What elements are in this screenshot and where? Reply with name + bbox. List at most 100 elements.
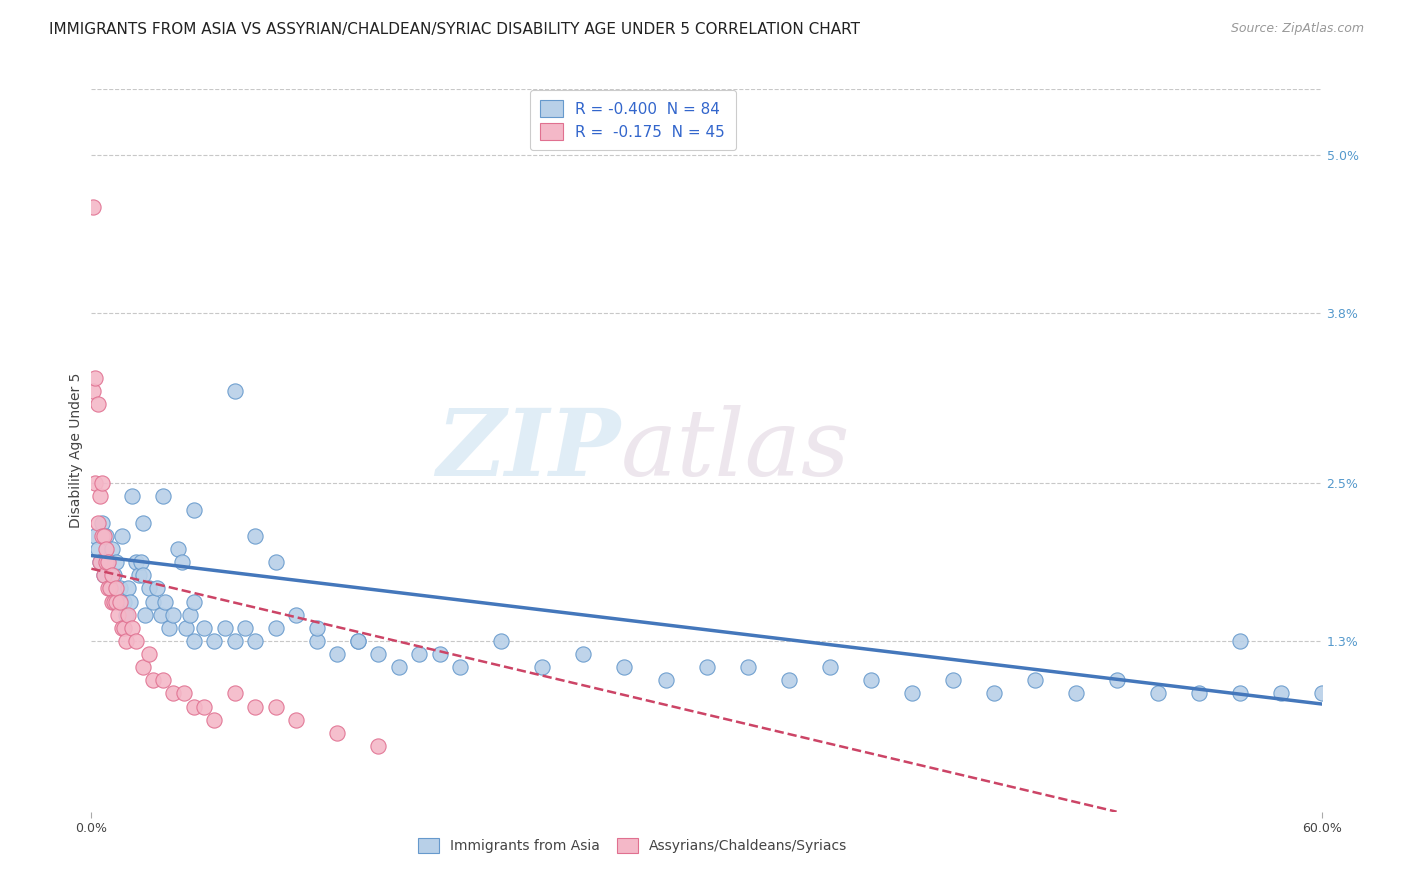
Point [121, 621, 143, 635]
Point [108, 582, 131, 596]
Point [737, 660, 759, 674]
Point [326, 726, 349, 740]
Point [131, 568, 153, 582]
Point [125, 634, 148, 648]
Point [224, 634, 246, 648]
Point [285, 607, 308, 622]
Point [1270, 686, 1292, 700]
Point [152, 490, 174, 504]
Point [179, 607, 201, 622]
Point [111, 529, 134, 543]
Point [162, 686, 184, 700]
Point [131, 516, 153, 530]
Point [134, 607, 156, 622]
Point [94, 541, 117, 556]
Point [138, 582, 160, 596]
Point [82, 201, 104, 215]
Point [162, 607, 184, 622]
Point [150, 607, 173, 622]
Point [138, 647, 160, 661]
Point [1146, 686, 1168, 700]
Point [183, 594, 205, 608]
Point [305, 634, 328, 648]
Point [183, 699, 205, 714]
Point [146, 582, 169, 596]
Point [193, 621, 215, 635]
Point [125, 555, 148, 569]
Point [90, 529, 112, 543]
Point [1064, 686, 1087, 700]
Point [367, 647, 389, 661]
Point [347, 634, 370, 648]
Point [818, 660, 841, 674]
Point [233, 621, 256, 635]
Point [101, 568, 124, 582]
Point [101, 541, 124, 556]
Point [305, 621, 328, 635]
Point [97, 555, 120, 569]
Point [170, 555, 193, 569]
Point [285, 713, 308, 727]
Point [86, 397, 108, 411]
Text: Source: ZipAtlas.com: Source: ZipAtlas.com [1230, 22, 1364, 36]
Point [491, 634, 513, 648]
Point [531, 660, 554, 674]
Point [449, 660, 471, 674]
Text: ZIP: ZIP [436, 406, 620, 495]
Point [105, 582, 127, 596]
Point [202, 634, 225, 648]
Point [82, 384, 104, 399]
Point [157, 621, 180, 635]
Point [408, 647, 430, 661]
Point [152, 673, 174, 688]
Point [105, 555, 127, 569]
Point [1229, 686, 1251, 700]
Point [94, 555, 117, 569]
Point [1187, 686, 1209, 700]
Point [97, 555, 120, 569]
Point [245, 634, 267, 648]
Point [142, 673, 165, 688]
Point [89, 555, 111, 569]
Point [128, 568, 150, 582]
Point [112, 594, 135, 608]
Point [115, 607, 138, 622]
Point [202, 713, 225, 727]
Point [245, 699, 267, 714]
Point [264, 699, 287, 714]
Point [654, 673, 676, 688]
Point [93, 568, 115, 582]
Point [183, 634, 205, 648]
Point [1105, 673, 1128, 688]
Point [117, 607, 139, 622]
Point [84, 476, 107, 491]
Point [153, 594, 177, 608]
Point [942, 673, 965, 688]
Point [193, 699, 215, 714]
Point [94, 529, 117, 543]
Point [112, 621, 135, 635]
Point [695, 660, 717, 674]
Point [174, 621, 197, 635]
Point [117, 582, 139, 596]
Point [115, 634, 138, 648]
Point [86, 541, 108, 556]
Point [103, 594, 125, 608]
Point [107, 607, 129, 622]
Point [1310, 686, 1333, 700]
Point [90, 516, 112, 530]
Point [93, 529, 115, 543]
Point [166, 541, 188, 556]
Point [245, 529, 267, 543]
Point [264, 555, 287, 569]
Point [97, 582, 120, 596]
Point [84, 529, 107, 543]
Point [129, 555, 152, 569]
Point [90, 476, 112, 491]
Point [107, 594, 129, 608]
Point [89, 555, 111, 569]
Point [859, 673, 882, 688]
Point [613, 660, 636, 674]
Point [98, 582, 121, 596]
Point [103, 568, 125, 582]
